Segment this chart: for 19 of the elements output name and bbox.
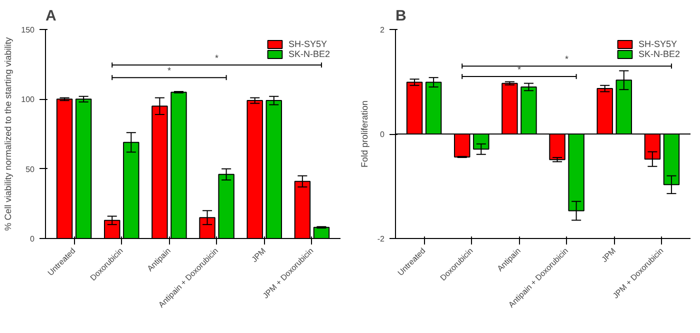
annotation: * [565,54,570,64]
y-tick-label: 2 [380,26,386,34]
y-tick-label: 0 [380,130,386,139]
y-tick-label: 50 [26,164,36,174]
y-tick-label: 100 [21,95,36,104]
y-tick-label: -2 [377,234,386,244]
chart-title: B [396,8,406,24]
annotation: * [517,64,522,75]
y-tick-label: 0 [30,234,36,244]
annotation: * [167,66,172,76]
y-tick-label: 150 [21,26,36,34]
annotation: * [215,53,220,64]
legend-label: SH-SY5Y [288,39,327,49]
legend-label: SK-N-BE2 [288,49,330,59]
y-axis-title: % Cell viability normalized to the starting viability [3,36,14,231]
y-axis-title: Fold proliferation [359,100,370,168]
chart-title: A [46,8,56,24]
legend-label: SH-SY5Y [638,39,677,49]
legend-label: SK-N-BE2 [638,49,680,59]
